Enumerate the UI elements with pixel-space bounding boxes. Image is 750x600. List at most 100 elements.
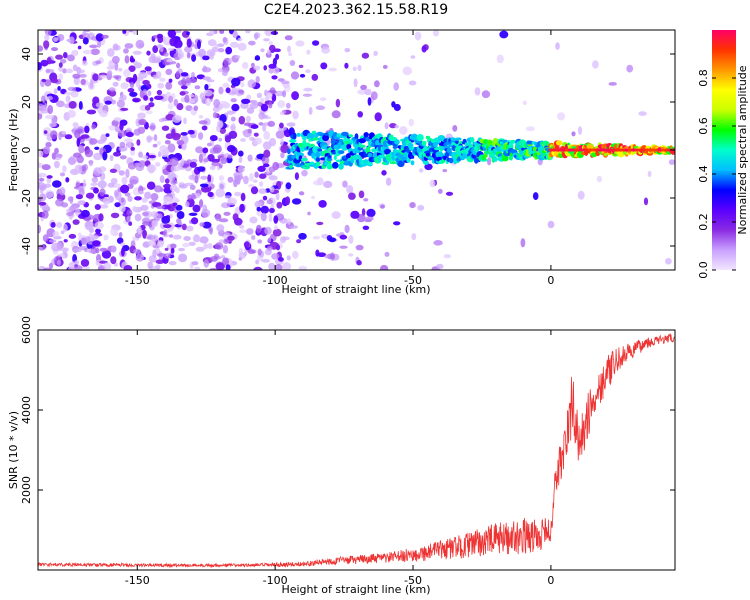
heatmap-noise-cell: [64, 134, 73, 140]
heatmap-noise-cell: [254, 33, 259, 40]
heatmap-noise-cell: [219, 30, 225, 34]
heatmap-noise-cell: [200, 175, 208, 180]
heatmap-noise-cell: [40, 95, 46, 104]
heatmap-noise-cell: [146, 181, 156, 190]
heatmap-noise-cell: [409, 202, 416, 209]
heatmap-noise-cell: [263, 65, 268, 71]
heatmap-noise-cell: [303, 87, 313, 92]
heatmap-noise-cell: [46, 175, 53, 179]
heatmap-noise-cell: [267, 237, 272, 243]
heatmap-noise-cell: [74, 260, 79, 265]
heatmap-signal-cell: [317, 148, 323, 152]
heatmap-noise-cell: [94, 204, 101, 210]
heatmap-noise-cell: [89, 228, 93, 233]
heatmap-noise-cell: [260, 212, 267, 222]
heatmap-noise-cell: [203, 158, 209, 163]
heatmap-signal-cell: [555, 140, 563, 146]
heatmap-noise-cell: [362, 225, 370, 230]
heatmap-noise-cell: [183, 236, 191, 241]
heatmap-noise-cell: [110, 212, 120, 219]
heatmap-noise-cell: [165, 81, 173, 90]
heatmap-noise-cell: [137, 225, 142, 235]
heatmap-noise-cell: [238, 150, 244, 157]
colorbar-gradient: [712, 30, 736, 270]
heatmap-signal-cell: [352, 154, 361, 161]
heatmap-signal-cell: [501, 155, 509, 162]
heatmap-noise-cell: [262, 195, 268, 201]
heatmap-noise-cell: [253, 132, 259, 137]
heatmap-signal-band: [284, 129, 675, 170]
heatmap-signal-cell: [389, 161, 397, 165]
heatmap-noise-cell: [95, 102, 104, 108]
heatmap-noise-cell: [60, 230, 65, 235]
heatmap-noise-cell: [271, 75, 278, 80]
heatmap-noise-cell: [311, 195, 315, 200]
heatmap-noise-cell: [157, 151, 162, 158]
heatmap-noise-cell: [384, 251, 390, 257]
heatmap-noise-cell: [114, 125, 121, 133]
heatmap-noise-cell: [151, 220, 159, 228]
heatmap-noise-cell: [135, 253, 145, 262]
heatmap-signal-cell: [455, 139, 459, 145]
heatmap-noise-cell: [239, 203, 245, 213]
y-tick-label: 0: [20, 147, 33, 154]
heatmap-noise-cell: [557, 112, 566, 121]
heatmap-noise-cell: [258, 181, 264, 187]
heatmap-noise-cell: [142, 89, 148, 94]
heatmap-noise-cell: [228, 130, 238, 139]
heatmap-noise-cell: [91, 124, 96, 130]
heatmap-noise-cell: [268, 101, 273, 109]
x-tick-label: 0: [547, 574, 554, 587]
heatmap-noise-cell: [200, 185, 210, 193]
y-tick-label: -20: [20, 189, 33, 207]
heatmap-noise-cell: [432, 30, 440, 37]
heatmap-noise-cell: [481, 90, 491, 99]
heatmap-noise-cell: [433, 240, 443, 246]
heatmap-noise-cell: [103, 262, 112, 270]
heatmap-noise-cell: [647, 170, 652, 178]
heatmap-noise-cell: [267, 120, 276, 127]
heatmap-noise-cell: [159, 175, 165, 184]
heatmap-noise-cell: [40, 59, 49, 67]
heatmap-noise-cell: [186, 52, 191, 59]
heatmap-noise-cell: [89, 44, 98, 49]
heatmap-noise-cell: [366, 208, 376, 218]
heatmap-noise-cell: [225, 87, 231, 94]
heatmap-signal-cell: [383, 150, 392, 153]
heatmap-noise-cell: [206, 79, 215, 83]
heatmap-noise-cell: [38, 113, 43, 120]
heatmap-noise-cell: [65, 177, 70, 183]
heatmap-noise-cell: [284, 35, 293, 41]
y-tick-label: 20: [20, 95, 33, 109]
heatmap-noise-cell: [216, 120, 224, 129]
heatmap-noise-cell: [358, 190, 365, 199]
heatmap-noise-cell: [56, 221, 63, 228]
heatmap-noise-cell: [147, 90, 152, 96]
heatmap-signal-cell: [332, 161, 339, 169]
heatmap-noise-cell: [108, 125, 116, 131]
y-tick-label: 2000: [20, 476, 33, 504]
heatmap-noise-cell: [48, 239, 57, 243]
heatmap-noise-cell: [108, 87, 116, 92]
heatmap-noise-cell: [222, 257, 230, 266]
heatmap-noise-cell: [237, 37, 243, 42]
heatmap-noise-cell: [44, 189, 55, 199]
heatmap-noise-cell: [144, 105, 151, 111]
heatmap-noise-cell: [274, 264, 283, 270]
heatmap-noise-cell: [280, 111, 285, 116]
heatmap-noise-cell: [203, 243, 209, 250]
heatmap-noise-cell: [95, 60, 102, 65]
heatmap-noise-cell: [256, 92, 263, 99]
heatmap-noise-cell: [247, 79, 256, 89]
heatmap-noise-cell: [643, 197, 649, 206]
heatmap-noise-cell: [197, 39, 201, 50]
heatmap-noise-cell: [222, 37, 228, 43]
heatmap-noise-cell: [68, 233, 77, 239]
heatmap-noise-cell: [52, 231, 60, 238]
heatmap-noise-cell: [133, 248, 142, 254]
heatmap-noise-cell: [175, 70, 180, 79]
heatmap-noise-cell: [170, 243, 177, 249]
heatmap-noise-cell: [280, 138, 284, 146]
heatmap-noise-cell: [125, 168, 130, 178]
heatmap-noise-cell: [285, 196, 291, 206]
